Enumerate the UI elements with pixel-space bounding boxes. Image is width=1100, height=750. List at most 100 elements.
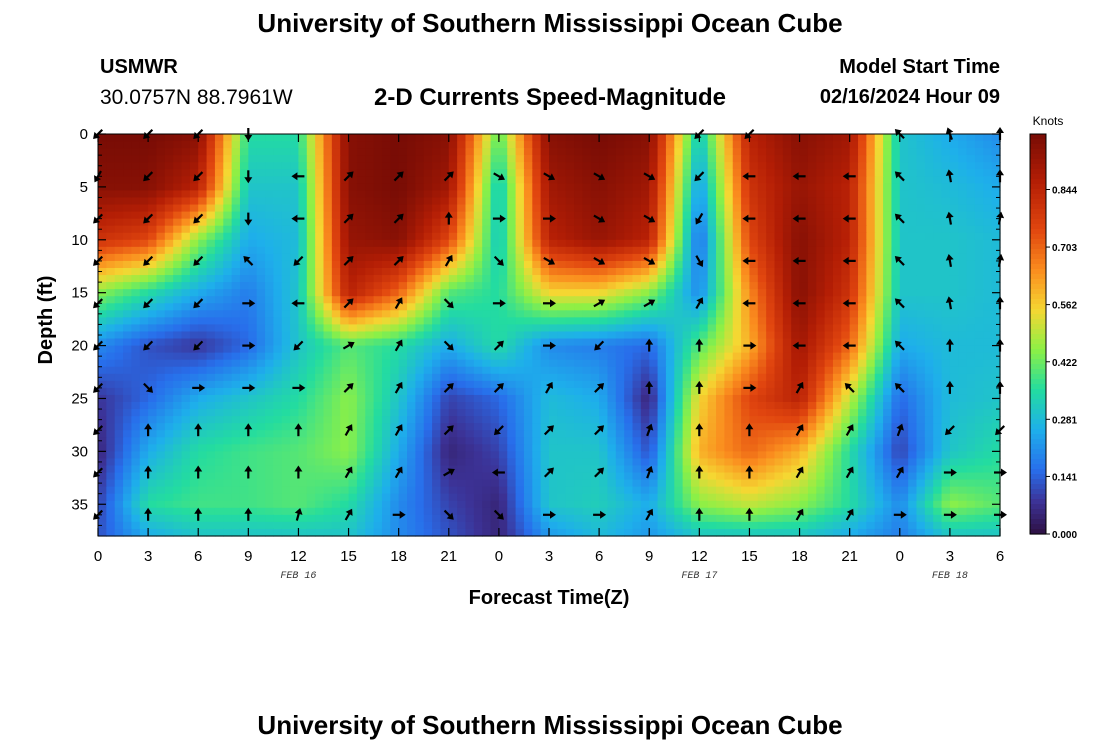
heatmap-cell xyxy=(724,380,734,389)
heatmap-cell xyxy=(465,225,475,234)
heatmap-cell xyxy=(206,176,216,184)
heatmap-cell xyxy=(632,380,642,389)
heatmap-cell xyxy=(682,402,692,410)
heatmap-cell xyxy=(774,387,784,396)
heatmap-cell xyxy=(356,148,366,156)
heatmap-cell xyxy=(498,331,508,340)
heatmap-cell xyxy=(306,282,316,290)
heatmap-cell xyxy=(732,134,742,142)
heatmap-cell xyxy=(432,204,442,213)
heatmap-cell xyxy=(156,366,166,375)
heatmap-cell xyxy=(131,148,141,156)
heatmap-cell xyxy=(373,282,383,290)
heatmap-cell xyxy=(331,169,341,177)
heatmap-cell xyxy=(206,310,216,318)
heatmap-cell xyxy=(649,141,659,149)
heatmap-cell xyxy=(465,394,475,403)
heatmap-cell xyxy=(173,345,183,354)
heatmap-cell xyxy=(106,268,116,276)
heatmap-cell xyxy=(348,359,358,368)
heatmap-cell xyxy=(974,331,984,340)
heatmap-cell xyxy=(181,402,191,410)
heatmap-cell xyxy=(707,134,717,142)
heatmap-cell xyxy=(816,225,826,234)
heatmap-cell xyxy=(624,359,634,368)
heatmap-cell xyxy=(974,444,984,452)
heatmap-cell xyxy=(306,380,316,389)
heatmap-cell xyxy=(707,359,717,368)
heatmap-cell xyxy=(98,331,107,340)
heatmap-cell xyxy=(640,338,650,347)
heatmap-cell xyxy=(507,268,517,276)
heatmap-cell xyxy=(523,331,533,340)
heatmap-cell xyxy=(98,373,107,382)
heatmap-cell xyxy=(381,296,391,304)
heatmap-cell xyxy=(532,183,542,192)
heatmap-cell xyxy=(273,458,283,467)
heatmap-cell xyxy=(807,451,817,460)
heatmap-cell xyxy=(189,444,199,452)
heatmap-cell xyxy=(916,296,926,304)
heatmap-cell xyxy=(398,366,408,375)
heatmap-cell xyxy=(390,444,400,452)
heatmap-cell xyxy=(123,402,133,410)
heatmap-cell xyxy=(574,352,584,361)
heatmap-cell xyxy=(908,352,918,361)
heatmap-cell xyxy=(515,317,525,326)
heatmap-cell xyxy=(281,458,291,467)
heatmap-cell xyxy=(741,331,751,340)
heatmap-cell xyxy=(265,275,274,283)
heatmap-cell xyxy=(858,246,867,255)
heatmap-cell xyxy=(632,282,642,290)
heatmap-cell xyxy=(482,246,492,255)
heatmap-cell xyxy=(983,380,993,389)
heatmap-cell xyxy=(198,387,208,396)
heatmap-cell xyxy=(874,380,884,389)
heatmap-cell xyxy=(741,141,751,149)
heatmap-cell xyxy=(899,380,909,389)
heatmap-cell xyxy=(949,373,959,382)
heatmap-cell xyxy=(732,253,742,262)
heatmap-cell xyxy=(348,310,358,318)
heatmap-cell xyxy=(983,268,993,276)
heatmap-cell xyxy=(741,352,751,361)
heatmap-cell xyxy=(348,134,358,142)
heatmap-cell xyxy=(540,394,550,403)
heatmap-cell xyxy=(958,155,968,163)
heatmap-cell xyxy=(974,190,984,199)
heatmap-cell xyxy=(231,416,241,424)
heatmap-cell xyxy=(599,303,609,311)
heatmap-cell xyxy=(106,296,116,304)
heatmap-cell xyxy=(874,197,884,206)
heatmap-cell xyxy=(239,345,249,354)
heatmap-cell xyxy=(440,211,450,220)
heatmap-cell xyxy=(298,387,308,396)
heatmap-cell xyxy=(490,402,500,410)
heatmap-cell xyxy=(657,423,667,431)
heatmap-cell xyxy=(749,444,759,452)
heatmap-cell xyxy=(966,253,976,262)
heatmap-cell xyxy=(924,345,934,354)
heatmap-cell xyxy=(774,310,784,318)
heatmap-cell xyxy=(98,352,107,361)
heatmap-cell xyxy=(139,423,149,431)
heatmap-cell xyxy=(832,169,842,177)
heatmap-cell xyxy=(690,239,700,248)
heatmap-cell xyxy=(590,409,600,417)
heatmap-cell xyxy=(498,134,508,142)
heatmap-cell xyxy=(482,169,492,177)
heatmap-cell xyxy=(206,211,216,220)
heatmap-cell xyxy=(498,373,508,382)
heatmap-cell xyxy=(239,416,249,424)
heatmap-cell xyxy=(983,197,993,206)
heatmap-cell xyxy=(189,423,199,431)
heatmap-cell xyxy=(206,296,216,304)
heatmap-cell xyxy=(883,345,893,354)
heatmap-cell xyxy=(440,134,450,142)
heatmap-cell xyxy=(248,162,258,170)
heatmap-cell xyxy=(615,211,625,220)
heatmap-cell xyxy=(716,275,725,283)
heatmap-cell xyxy=(390,204,400,213)
heatmap-cell xyxy=(432,380,442,389)
heatmap-cell xyxy=(256,162,266,170)
